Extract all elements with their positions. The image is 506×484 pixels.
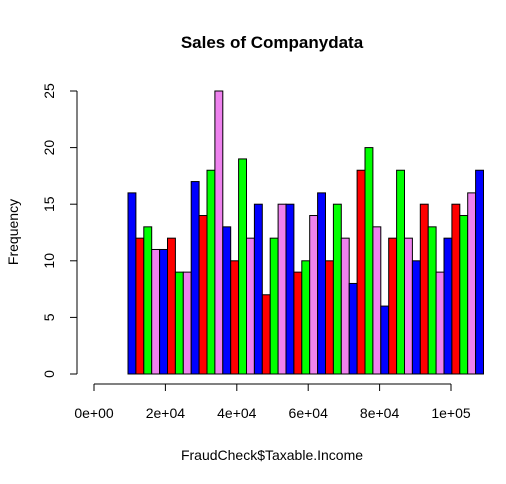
histogram-bar (167, 237, 176, 375)
histogram-bar (435, 271, 445, 375)
histogram-bar (230, 260, 240, 375)
x-tick-label: 4e+04 (217, 405, 257, 421)
histogram-bar (396, 169, 406, 375)
histogram-bar (475, 169, 485, 375)
histogram-bar (238, 158, 248, 375)
y-axis: 0 5 10 15 20 25 (41, 83, 78, 378)
y-axis-label: Frequency (5, 199, 21, 265)
x-tick-label: 6e+04 (289, 405, 329, 421)
histogram-bar (190, 181, 200, 375)
histogram-bar (372, 226, 382, 375)
histogram-bar (198, 215, 208, 375)
y-tick-label: 0 (41, 370, 57, 378)
x-ticks: 0e+00 2e+04 4e+04 6e+04 8e+04 1e+05 (74, 384, 471, 421)
histogram-bar (253, 203, 263, 375)
histogram-bar (159, 248, 169, 375)
chart-title: Sales of Companydata (181, 33, 364, 52)
histogram-bar (419, 203, 429, 375)
histogram-bar (356, 169, 366, 375)
x-tick-label: 1e+05 (431, 405, 471, 421)
histogram-bar (443, 237, 453, 375)
histogram-bar (411, 260, 421, 375)
histogram-bar (127, 192, 137, 375)
y-tick-label: 15 (41, 196, 57, 212)
histogram-bar (467, 192, 477, 375)
histogram-bar (222, 226, 232, 375)
y-tick-label: 25 (41, 83, 57, 99)
histogram-bar (317, 192, 327, 375)
histogram-bar (364, 147, 374, 375)
histogram-bar (459, 215, 469, 375)
y-tick-label: 20 (41, 140, 57, 156)
histogram-bar (151, 248, 161, 375)
histogram-bar (246, 237, 255, 375)
histogram-bar (309, 215, 319, 375)
y-tick-label: 5 (41, 313, 57, 321)
histogram-bar (293, 271, 303, 375)
histogram-bars (127, 90, 485, 375)
histogram-bar (332, 203, 342, 375)
histogram-bar (325, 260, 334, 375)
histogram-bar (277, 203, 287, 375)
histogram-bar (301, 260, 311, 375)
histogram-bar (206, 169, 216, 375)
histogram-bar (427, 226, 437, 375)
histogram-bar (214, 90, 224, 375)
x-tick-label: 8e+04 (360, 405, 400, 421)
histogram-bar (174, 271, 184, 375)
histogram-bar (388, 237, 398, 375)
histogram-bar (404, 237, 413, 375)
histogram-bar (261, 294, 271, 375)
histogram-bar (182, 271, 192, 375)
histogram-bar (340, 237, 350, 375)
histogram-bar (348, 282, 358, 375)
histogram-bar (135, 237, 145, 375)
x-tick-label: 2e+04 (146, 405, 186, 421)
y-tick-label: 10 (41, 253, 57, 269)
histogram-bar (380, 305, 390, 375)
histogram-bar (285, 203, 295, 375)
histogram-bar (269, 237, 279, 375)
x-axis: 0e+00 2e+04 4e+04 6e+04 8e+04 1e+05 (74, 383, 471, 421)
histogram-bar (143, 226, 153, 375)
x-axis-label: FraudCheck$Taxable.Income (181, 447, 363, 463)
histogram-bar (451, 203, 461, 375)
x-tick-label: 0e+00 (74, 405, 114, 421)
y-ticks: 0 5 10 15 20 25 (41, 83, 77, 378)
